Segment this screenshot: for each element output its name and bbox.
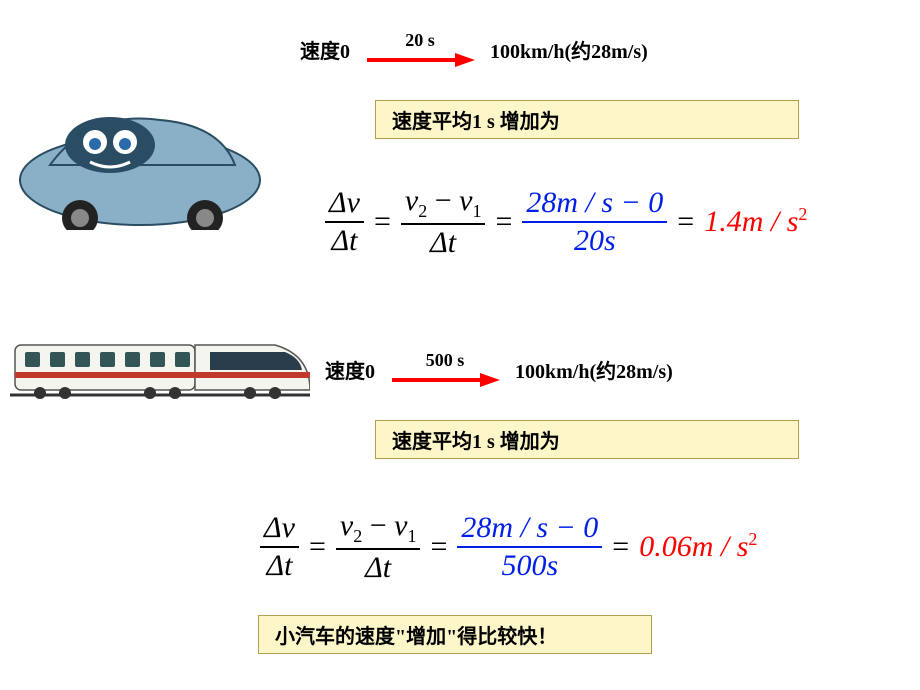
train-banner: 速度平均1 s 增加为: [375, 420, 799, 459]
car-dv-dt: Δv Δt: [325, 187, 364, 256]
car-v2v1-dt: v2 − v1 Δt: [401, 185, 486, 258]
train-calc-frac: 28m / s − 0 500s: [457, 512, 602, 581]
car-arrow-block: 20 s: [360, 30, 480, 69]
car-banner: 速度平均1 s 增加为: [375, 100, 799, 139]
car-result: 1.4m / s2: [704, 204, 807, 239]
train-arrow-block: 500 s: [385, 350, 505, 389]
car-calc-frac: 28m / s − 0 20s: [522, 187, 667, 256]
train-result: 0.06m / s2: [639, 529, 757, 564]
train-target-label: 100km/h(约28m/s): [515, 355, 673, 384]
train-time-label: 500 s: [426, 350, 465, 371]
train-illustration: [10, 310, 310, 410]
train-formula: Δv Δt = v2 − v1 Δt = 28m / s − 0 500s = …: [260, 510, 757, 583]
car-time-label: 20 s: [405, 30, 435, 51]
train-transition-row: 速度0 500 s 100km/h(约28m/s): [325, 350, 673, 389]
arrow-icon: [390, 371, 500, 389]
car-transition-row: 速度0 20 s 100km/h(约28m/s): [300, 30, 648, 69]
train-v2v1-dt: v2 − v1 Δt: [336, 510, 421, 583]
conclusion-banner: 小汽车的速度"增加"得比较快！: [258, 615, 652, 654]
car-formula: Δv Δt = v2 − v1 Δt = 28m / s − 0 20s = 1…: [325, 185, 807, 258]
train-speed0-label: 速度0: [325, 355, 375, 384]
arrow-icon: [365, 51, 475, 69]
car-illustration: [10, 70, 270, 230]
car-target-label: 100km/h(约28m/s): [490, 35, 648, 64]
train-dv-dt: Δv Δt: [260, 512, 299, 581]
car-speed0-label: 速度0: [300, 35, 350, 64]
